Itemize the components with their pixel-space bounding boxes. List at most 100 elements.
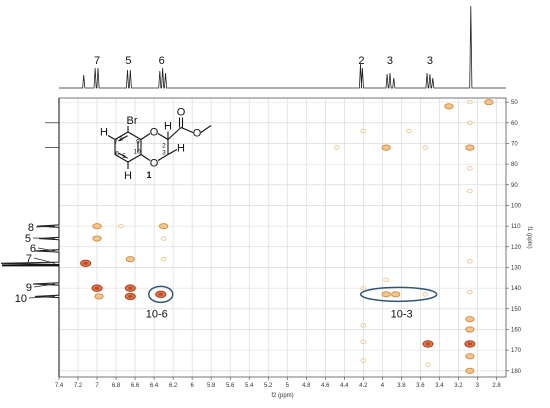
x-tick-label: 6.2	[169, 383, 178, 389]
y-tick-label: 160	[511, 327, 522, 333]
bond	[157, 133, 169, 140]
annotation-label-10-3: 10-3	[391, 308, 413, 320]
ring-bond	[127, 154, 142, 163]
f1-peak-label: 7	[26, 253, 32, 265]
x-tick-label: 6.6	[131, 383, 140, 389]
f2-projection-spectrum	[59, 5, 506, 89]
f2-peak-label: 5	[125, 55, 131, 67]
f1-peak-label: 5	[25, 233, 31, 245]
cross-peak	[333, 145, 340, 150]
cross-peak-core	[94, 286, 100, 290]
cross-peak-core	[128, 286, 133, 290]
annotation-ellipse-10-6	[148, 285, 174, 304]
f2-peak-label: 7	[94, 55, 100, 67]
hydrogen-label: H	[100, 127, 108, 139]
position-number: 7	[114, 139, 118, 146]
bond	[140, 133, 151, 140]
grid	[58, 98, 506, 377]
y-tick-label: 80	[511, 162, 518, 168]
x-tick-label: 4.6	[321, 383, 330, 389]
cross-peak	[360, 285, 367, 291]
x-tick-label: 7.2	[74, 383, 83, 389]
x-tick-label: 3	[476, 383, 480, 389]
cross-peak-core	[425, 342, 431, 346]
cross-peak	[118, 223, 124, 229]
f2-peak-label: 3	[387, 55, 393, 67]
cross-peak	[381, 144, 391, 151]
x-tick-label: 6.8	[112, 383, 121, 389]
cross-peak	[360, 339, 367, 345]
cross-peak	[92, 223, 102, 230]
bromine-label: Br	[127, 115, 138, 127]
position-number: 3	[162, 150, 166, 157]
x-axis: 7.4 7.2 7 6.8 6.6 6.4 6.2 6 5.8 5.6 5.4 5.2 5 4.8 4.6 4…	[55, 377, 501, 389]
position-number: 9	[136, 139, 140, 146]
x-axis-title: f2 (ppm)	[271, 393, 293, 399]
f1-label-leader	[33, 257, 56, 264]
cross-peak	[467, 120, 473, 125]
f1-peak-label: 8	[28, 222, 34, 234]
cross-peak-core	[158, 292, 164, 296]
cross-peak	[406, 128, 412, 134]
cross-peak	[381, 291, 391, 298]
cross-peak	[383, 277, 389, 283]
x-tick-label: 3.6	[416, 383, 425, 389]
cross-peak	[425, 362, 431, 367]
annotation-label-10-6: 10-6	[146, 308, 168, 320]
y-axis-title: f1 (ppm)	[526, 226, 532, 248]
cross-peak	[360, 323, 367, 328]
position-number: 10	[133, 149, 141, 156]
f1-label-leader	[28, 296, 56, 299]
cross-peak	[360, 128, 367, 134]
y-tick-label: 130	[511, 265, 522, 271]
cross-peak	[465, 326, 475, 333]
cross-peak	[465, 144, 475, 151]
x-tick-label: 3.2	[454, 383, 463, 389]
cross-peak	[467, 166, 473, 171]
x-tick-label: 4.4	[340, 383, 349, 389]
y-tick-label: 60	[511, 121, 518, 127]
position-number: 2	[162, 143, 166, 150]
x-tick-label: 5.8	[207, 383, 216, 389]
cross-peak	[467, 188, 473, 194]
x-tick-label: 5.4	[245, 383, 254, 389]
position-number: 6	[115, 151, 119, 158]
cross-peak	[484, 99, 494, 106]
y-axis: 50 60 70 80 90 100 110 120 130 140 150 160 170 180	[506, 100, 522, 375]
cross-peak	[92, 235, 102, 242]
ring-bond	[114, 131, 129, 140]
plot-frame	[58, 97, 507, 378]
ring-bond	[127, 131, 142, 140]
cross-peak-core	[467, 342, 473, 346]
cross-peak	[360, 358, 367, 363]
cross-peak	[467, 259, 473, 264]
f2-peak-label: 6	[159, 55, 165, 67]
cross-peak	[160, 257, 167, 262]
y-tick-label: 90	[511, 183, 518, 189]
compound-number: 1	[146, 170, 151, 180]
x-tick-label: 6.4	[150, 383, 159, 389]
hydrogen-label: H	[124, 170, 132, 182]
position-number: 8	[119, 136, 123, 143]
oxygen-label: O	[177, 107, 186, 119]
y-tick-label: 100	[511, 203, 522, 209]
f1-projection-spectrum	[0, 98, 60, 377]
annotation-ellipse-10-3	[359, 286, 438, 303]
aromatic-bond	[118, 152, 128, 159]
oxygen-label: O	[193, 128, 202, 140]
oxygen-label: O	[150, 127, 159, 139]
cross-peaks	[80, 99, 494, 374]
cross-peak-core	[128, 294, 133, 298]
f2-peak-label: 2	[358, 55, 364, 67]
bond	[157, 154, 169, 161]
x-tick-label: 7.4	[55, 383, 64, 389]
bond	[140, 154, 151, 161]
y-tick-label: 140	[511, 286, 522, 292]
hydrogen-label: H	[164, 121, 172, 133]
bond	[180, 126, 194, 134]
y-tick-label: 70	[511, 141, 518, 147]
plot-border	[58, 97, 507, 378]
